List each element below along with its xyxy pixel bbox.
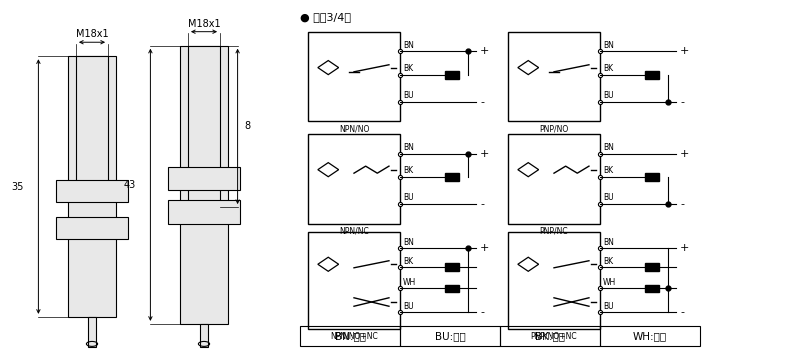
Text: 8: 8: [244, 121, 250, 131]
Bar: [300, 326, 400, 346]
Text: +: +: [680, 149, 690, 158]
Text: BN: BN: [603, 143, 614, 152]
Text: BU: BU: [603, 302, 614, 310]
Text: BK:黑色: BK:黑色: [535, 331, 565, 341]
Text: +: +: [480, 149, 490, 158]
Text: BU: BU: [603, 193, 614, 202]
Text: -: -: [480, 97, 484, 107]
Bar: [508, 232, 600, 329]
Text: NPN/NO+NC: NPN/NO+NC: [330, 332, 378, 341]
Text: WH: WH: [603, 278, 617, 287]
Text: +: +: [480, 46, 490, 56]
Text: BU: BU: [403, 302, 414, 310]
Bar: [168, 167, 240, 190]
Text: -: -: [480, 199, 484, 209]
Text: 35: 35: [12, 182, 24, 191]
Text: BK: BK: [403, 166, 414, 175]
Bar: [645, 71, 659, 78]
Text: BK: BK: [403, 257, 414, 266]
Text: BN: BN: [403, 143, 414, 152]
Bar: [68, 56, 116, 317]
Text: PNP/NO+NC: PNP/NO+NC: [530, 332, 578, 341]
Bar: [56, 216, 128, 239]
Text: BU: BU: [403, 193, 414, 202]
Bar: [645, 263, 659, 271]
Bar: [180, 46, 228, 324]
Bar: [168, 200, 240, 224]
Bar: [76, 56, 108, 181]
Text: NPN/NC: NPN/NC: [339, 226, 369, 235]
Text: M18x1: M18x1: [76, 30, 108, 39]
Bar: [188, 46, 220, 207]
Bar: [445, 173, 459, 181]
Bar: [200, 324, 208, 347]
Text: -: -: [480, 307, 484, 317]
Bar: [445, 284, 459, 292]
Text: PNP/NC: PNP/NC: [540, 226, 568, 235]
Text: +: +: [680, 243, 690, 253]
Text: WH:白色: WH:白色: [633, 331, 667, 341]
Bar: [56, 180, 128, 202]
Text: M18x1: M18x1: [188, 19, 220, 29]
Text: -: -: [680, 307, 684, 317]
Bar: [500, 326, 600, 346]
Text: BU:兰色: BU:兰色: [434, 331, 466, 341]
Bar: [445, 263, 459, 271]
Text: BN: BN: [403, 41, 414, 50]
Text: -: -: [680, 97, 684, 107]
Text: BN:棕色: BN:棕色: [334, 331, 366, 341]
Bar: [308, 232, 400, 329]
Bar: [645, 284, 659, 292]
Text: BU: BU: [403, 91, 414, 100]
Text: BK: BK: [603, 64, 614, 73]
Text: PNP/NO: PNP/NO: [539, 124, 569, 133]
Text: +: +: [480, 243, 490, 253]
Text: WH: WH: [403, 278, 417, 287]
Bar: [508, 32, 600, 121]
Text: BK: BK: [603, 166, 614, 175]
Text: BK: BK: [403, 64, 414, 73]
Text: BN: BN: [603, 41, 614, 50]
Bar: [508, 134, 600, 224]
Text: BN: BN: [603, 238, 614, 247]
Text: 43: 43: [124, 180, 136, 190]
Text: BK: BK: [603, 257, 614, 266]
Text: BU: BU: [603, 91, 614, 100]
Bar: [600, 326, 700, 346]
Text: ● 直洵3/4线: ● 直洵3/4线: [300, 12, 351, 22]
Text: -: -: [680, 199, 684, 209]
Bar: [645, 173, 659, 181]
Text: +: +: [680, 46, 690, 56]
Bar: [308, 32, 400, 121]
Bar: [400, 326, 500, 346]
Bar: [445, 71, 459, 78]
Text: BN: BN: [403, 238, 414, 247]
Bar: [308, 134, 400, 224]
Bar: [88, 317, 96, 347]
Text: NPN/NO: NPN/NO: [339, 124, 369, 133]
